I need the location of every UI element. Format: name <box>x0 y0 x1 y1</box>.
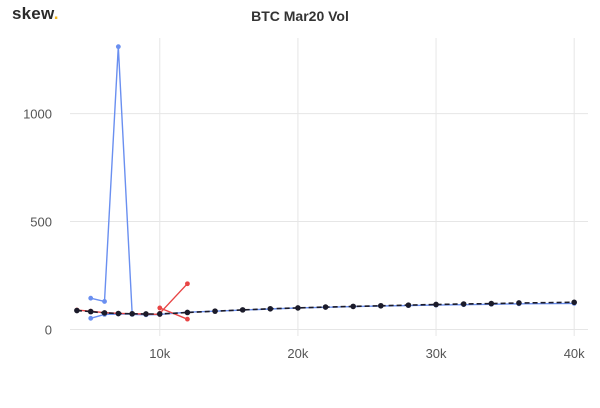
series-point-2 <box>185 281 190 287</box>
series-point-5 <box>101 310 108 316</box>
y-tick-label: 0 <box>45 323 52 338</box>
series-point-5 <box>267 305 274 312</box>
series-point-0 <box>102 299 107 304</box>
series-point-5 <box>239 307 246 313</box>
series-point-3 <box>157 305 163 311</box>
series-point-3 <box>185 316 190 322</box>
chart-title: BTC Mar20 Vol <box>251 8 349 24</box>
grid-layer <box>70 38 588 336</box>
series-point-5 <box>212 308 218 314</box>
series-point-5 <box>129 310 135 317</box>
x-tick-label: 40k <box>564 346 585 361</box>
series-point-5 <box>115 310 122 317</box>
y-tick-label: 500 <box>30 215 52 230</box>
series-point-5 <box>74 307 80 314</box>
x-tick-label: 10k <box>149 346 170 361</box>
series-point-5 <box>295 305 301 311</box>
series-point-5 <box>460 301 467 307</box>
series-line-2 <box>159 283 188 314</box>
x-tick-label: 30k <box>426 346 447 361</box>
brand-name: skew <box>12 4 54 23</box>
marker-layer <box>74 44 577 322</box>
series-point-5 <box>156 311 163 317</box>
series-point-5 <box>87 308 94 315</box>
series-point-5 <box>350 303 356 310</box>
series-point-5 <box>516 300 522 306</box>
series-point-5 <box>433 301 439 308</box>
series-point-5 <box>143 311 149 317</box>
series-point-1 <box>88 315 94 321</box>
series-layer <box>76 45 575 320</box>
series-point-5 <box>571 299 577 306</box>
series-point-0 <box>115 44 121 50</box>
tick-layer: 0 500 1000 10k 20k 30k 40k <box>23 107 585 361</box>
y-tick-label: 1000 <box>23 107 52 122</box>
series-line-0 <box>90 45 575 316</box>
series-point-5 <box>405 302 412 308</box>
series-point-5 <box>378 302 384 309</box>
x-tick-label: 20k <box>287 346 308 361</box>
brand-dot: . <box>53 4 59 23</box>
series-point-5 <box>488 300 495 307</box>
series-point-0 <box>88 295 94 301</box>
series-point-5 <box>322 304 329 310</box>
brand-logo: skew. <box>12 4 59 24</box>
series-point-5 <box>184 309 191 316</box>
